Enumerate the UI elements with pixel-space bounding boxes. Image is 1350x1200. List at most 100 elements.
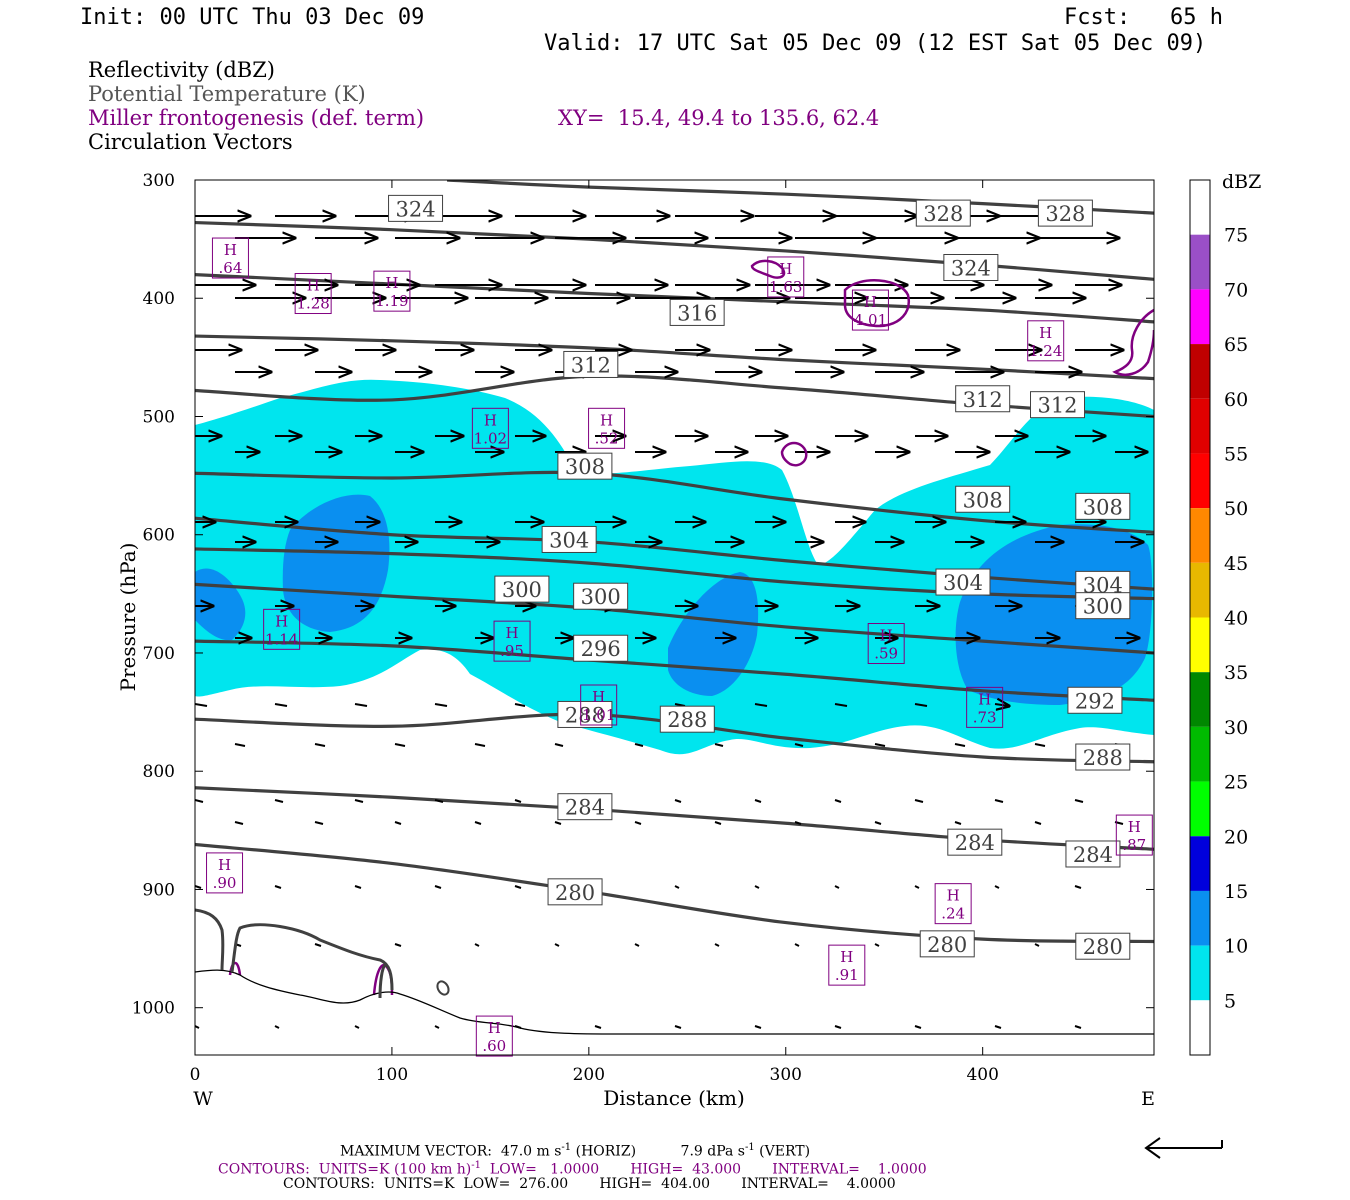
- colorbar-segment: [1190, 726, 1210, 782]
- circulation-vector: [195, 799, 204, 803]
- theta-label: 280: [555, 881, 595, 905]
- y-tick-label: 500: [143, 407, 175, 427]
- theta-label-box: [1065, 840, 1121, 868]
- colorbar-segment: [1190, 344, 1210, 399]
- theta-label: 304: [549, 528, 589, 552]
- fronto-max-value: .59: [874, 645, 898, 663]
- theta-contour-280: [195, 842, 1154, 944]
- y-tick-label: 900: [143, 880, 175, 900]
- legend-theta: Potential Temperature (K): [88, 82, 366, 106]
- theta-label: 284: [565, 796, 605, 820]
- theta-label: 304: [943, 571, 983, 595]
- fronto-max-box: [828, 944, 866, 986]
- cross-section-endpoints: XY= 15.4, 49.4 to 135.6, 62.4: [558, 106, 880, 130]
- theta-label-box: [1037, 199, 1093, 227]
- frontogenesis-contour-d: [1112, 308, 1154, 376]
- legend-frontogenesis: Miller frontogenesis (def. term): [88, 106, 425, 130]
- circulation-vector: [394, 821, 402, 825]
- theta-label-box: [388, 194, 444, 222]
- forecast-hour: Fcst: 65 h: [1064, 5, 1223, 30]
- colorbar-unit: dBZ: [1222, 171, 1261, 193]
- colorbar-segment: [1190, 945, 1210, 1001]
- circulation-vector: [714, 943, 720, 947]
- circulation-vector: [834, 703, 848, 707]
- fronto-max-label: H: [307, 277, 320, 295]
- circulation-vector: [874, 821, 882, 825]
- circulation-vector: [954, 821, 962, 825]
- fronto-max-value: 1.24: [1029, 342, 1062, 360]
- circulation-vector: [1074, 1025, 1082, 1029]
- fronto-max-box: [867, 623, 905, 665]
- frontogenesis-contour-c: [780, 441, 808, 467]
- colorbar-segment: [1190, 617, 1210, 673]
- colorbar-level-label: 70: [1224, 279, 1248, 301]
- circulation-vector: [634, 821, 642, 825]
- circulation-vector: [434, 703, 448, 707]
- init-time: Init: 00 UTC Thu 03 Dec 09: [80, 5, 425, 30]
- circulation-vector: [234, 743, 246, 747]
- circulation-vector: [794, 943, 800, 947]
- fronto-max-value: 1.28: [296, 295, 329, 313]
- colorbar-level-label: 50: [1224, 498, 1248, 520]
- colorbar-segment: [1190, 1000, 1210, 1055]
- fronto-max-box: [966, 686, 1004, 728]
- theta-label-box: [915, 199, 971, 227]
- fronto-max-label: H: [275, 612, 288, 630]
- colorbar-level-label: 15: [1224, 881, 1248, 903]
- circulation-vector: [274, 1025, 280, 1029]
- theta-label: 308: [565, 455, 605, 479]
- colorbar-segment: [1190, 836, 1210, 891]
- circulation-vector: [195, 1025, 200, 1029]
- circulation-vector: [354, 1025, 360, 1029]
- circulation-vector: [994, 1025, 1002, 1029]
- theta-label-box: [494, 575, 550, 603]
- fronto-max-box: [211, 237, 249, 279]
- circulation-vector: [274, 885, 282, 889]
- circulation-vector: [834, 799, 842, 803]
- fronto-max-box: [580, 684, 618, 726]
- fronto-max-box: [206, 852, 244, 894]
- theta-label-box: [557, 700, 613, 728]
- theta-contour-304: [195, 516, 1154, 591]
- theta-label-box: [573, 634, 629, 662]
- east-label: E: [1141, 1088, 1155, 1110]
- circulation-vector: [1034, 821, 1042, 825]
- fronto-max-value: 1.19: [375, 292, 408, 310]
- theta-label-box: [955, 385, 1011, 413]
- circulation-vector: [354, 799, 364, 803]
- reflectivity-10dbz-region-4: [955, 524, 1153, 705]
- y-tick-label: 300: [143, 171, 175, 191]
- theta-label-box: [955, 485, 1011, 513]
- circulation-vector: [514, 799, 522, 803]
- legend-reflectivity: Reflectivity (dBZ): [88, 58, 276, 82]
- theta-label: 300: [1083, 595, 1123, 619]
- fronto-max-box: [493, 620, 531, 662]
- fronto-max-label: H: [484, 411, 497, 429]
- terrain-contour-dark: [195, 908, 394, 999]
- theta-label-box: [1067, 686, 1123, 714]
- circulation-vector: [394, 743, 406, 747]
- colorbar-segment: [1190, 672, 1210, 727]
- reflectivity-5dbz-region: [195, 379, 1154, 755]
- circulation-vector: [874, 943, 880, 947]
- circulation-vector: [594, 1025, 602, 1029]
- theta-contour-300: [195, 547, 1154, 601]
- circulation-vector: [834, 1025, 842, 1029]
- circulation-vector: [994, 799, 1004, 803]
- theta-label: 328: [1045, 202, 1085, 226]
- circulation-vector: [434, 1025, 440, 1029]
- fronto-max-label: H: [840, 948, 853, 966]
- theta-label-box: [563, 350, 619, 378]
- theta-label: 300: [502, 578, 542, 602]
- y-tick-label: 700: [143, 644, 175, 664]
- x-tick-label: 300: [770, 1065, 802, 1085]
- fronto-max-label: H: [947, 887, 960, 905]
- colorbar-level-label: 25: [1224, 772, 1248, 794]
- terrain-contour-small: [436, 980, 450, 996]
- theta-label: 280: [927, 933, 967, 957]
- circulation-vector: [914, 703, 928, 707]
- theta-label: 288: [1083, 746, 1123, 770]
- theta-contour-296: [195, 582, 1154, 655]
- colorbar-level-label: 55: [1224, 443, 1248, 465]
- theta-label-box: [541, 525, 597, 553]
